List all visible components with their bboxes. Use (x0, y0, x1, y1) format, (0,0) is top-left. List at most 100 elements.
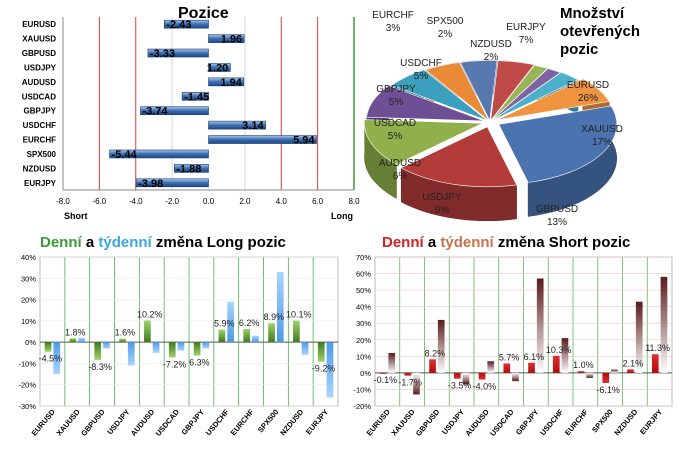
daily-bar (503, 363, 511, 373)
pie-label: NZDUSD (470, 39, 512, 50)
pie-slice (498, 105, 618, 183)
open-positions-pie-chart: EURUSD 26% XAUUSD 17% GBPUSD 13% USDJPY 9% AUDUS… (364, 10, 623, 228)
daily-bar (268, 323, 275, 343)
daily-bar (293, 320, 300, 343)
pie-slice (496, 78, 610, 121)
position-bar (109, 149, 209, 159)
category-label: SPX500 (27, 150, 57, 159)
category-label: USDCAD (22, 92, 56, 101)
position-bar (208, 63, 231, 72)
daily-bar (379, 372, 387, 374)
category-label: XAUUSD (389, 407, 417, 437)
long-change-title: Denní a týdenní změna Long pozic (40, 234, 286, 251)
short-axis-label: Short (64, 211, 88, 221)
title-daily: Denní (382, 234, 424, 251)
pie-label: AUDUSD (379, 158, 421, 169)
y-tick-label: 10% (21, 317, 36, 326)
y-tick-label: 70% (356, 253, 371, 262)
category-label: XAUUSD (22, 35, 56, 44)
weekly-bar (103, 342, 110, 349)
daily-value-label: 8.9% (264, 312, 285, 322)
title-rest: změna Short pozic (493, 234, 631, 251)
weekly-bar (53, 342, 61, 375)
value-label: -2.43 (166, 19, 191, 31)
pie-percent-label: 6% (393, 171, 408, 182)
category-label: USDCHF (204, 407, 231, 437)
weekly-bar (227, 301, 234, 343)
daily-bar (119, 338, 126, 343)
position-bar (208, 77, 245, 87)
weekly-bar (252, 335, 259, 343)
category-label: USDCHF (23, 121, 56, 130)
category-label: USDCHF (538, 407, 565, 437)
pie-slice (366, 85, 485, 122)
daily-value-label: 6.3% (189, 358, 210, 368)
value-label: 5.94 (293, 135, 315, 147)
pie-label: GBPJPY (376, 84, 416, 95)
y-tick-label: 60% (356, 270, 371, 279)
weekly-bar (512, 372, 519, 382)
pie-label: SPX500 (427, 16, 464, 27)
daily-bar (651, 354, 659, 373)
y-tick-label: 40% (21, 253, 36, 262)
positions-title: Pozice (178, 5, 229, 22)
value-label: -3.33 (150, 48, 175, 60)
daily-value-label: -4.5% (39, 354, 63, 364)
y-tick-label: 0% (360, 369, 371, 378)
y-tick-label: 20% (21, 296, 36, 305)
title-and: a (423, 234, 441, 251)
pie-percent-label: 17% (592, 137, 612, 148)
pie-label: XAUUSD (581, 124, 623, 135)
pie-percent-label: 2% (484, 52, 499, 63)
pie-slice (400, 126, 518, 188)
pie-label: USDCAD (374, 118, 416, 129)
daily-bar (218, 329, 226, 343)
y-tick-label: 50% (356, 286, 371, 295)
weekly-bar (152, 342, 160, 353)
x-tick-label: -2.0 (165, 197, 179, 206)
pie-percent-label: 26% (578, 93, 598, 104)
daily-value-label: -4.0% (473, 382, 497, 392)
pie-slice (364, 119, 483, 165)
y-tick-label: -20% (18, 381, 36, 390)
category-label: AUDUSD (463, 407, 491, 438)
y-tick-label: 20% (356, 336, 371, 345)
category-label: GBPJPY (24, 107, 57, 116)
x-tick-label: 6.0 (312, 197, 324, 206)
daily-bar (168, 342, 176, 358)
position-bar (174, 164, 209, 173)
category-label: USDJPY (105, 408, 131, 437)
category-label: NZDUSD (23, 164, 57, 173)
category-label: SPX500 (256, 408, 281, 435)
short-change-chart: 70% 60% 50% 40% 30% 20% 10% 0% -10% -20% -0.1% EURU… (353, 253, 673, 438)
x-tick-label: -6.0 (92, 197, 106, 206)
daily-bar (528, 362, 535, 373)
pie-percent-label: 3% (386, 23, 401, 34)
category-label: AUDUSD (129, 407, 157, 438)
y-tick-label: -30% (18, 402, 36, 411)
daily-value-label: -0.1% (374, 375, 398, 385)
pie-label: GBPUSD (536, 204, 578, 215)
daily-value-label: 8.2% (425, 348, 446, 358)
daily-bar (552, 355, 560, 373)
pie-slice (491, 71, 579, 122)
value-label: 1.94 (220, 77, 242, 89)
daily-bar (577, 371, 585, 373)
category-label: EURCHF (229, 407, 256, 437)
daily-value-label: 1.8% (65, 327, 86, 337)
category-label: EURJPY (638, 408, 664, 437)
weekly-bar (561, 338, 569, 373)
category-label: GBPUSD (79, 407, 107, 438)
value-label: -5.44 (112, 149, 138, 161)
pie-slice (459, 60, 498, 122)
daily-value-label: 6.2% (239, 318, 260, 328)
category-label: EURJPY (304, 408, 330, 437)
category-label: XAUUSD (55, 407, 83, 437)
category-label: GBPUSD (414, 407, 442, 438)
pie-percent-label: 7% (519, 35, 534, 46)
daily-bar (404, 372, 412, 376)
category-label: EURCHF (563, 407, 590, 437)
long-axis-label: Long (331, 211, 353, 221)
daily-value-label: -7.2% (163, 359, 187, 369)
category-label: USDCAD (154, 407, 182, 438)
